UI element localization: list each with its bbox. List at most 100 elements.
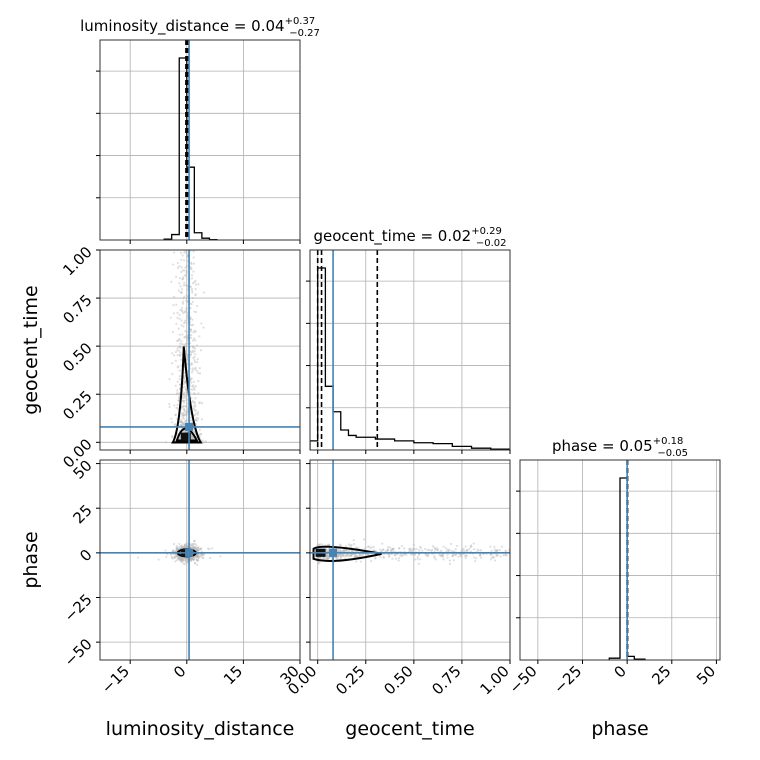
sample-point bbox=[182, 546, 186, 549]
sample-point bbox=[426, 555, 429, 558]
sample-point bbox=[426, 554, 429, 557]
sample-point bbox=[367, 553, 370, 556]
sample-point bbox=[178, 392, 181, 395]
sample-point bbox=[185, 274, 188, 278]
sample-point bbox=[178, 265, 181, 268]
sample-point bbox=[196, 344, 199, 347]
sample-point bbox=[175, 547, 178, 550]
sample-point bbox=[195, 304, 199, 308]
sample-point bbox=[178, 313, 181, 317]
sample-point bbox=[195, 416, 198, 420]
sample-point bbox=[180, 423, 183, 426]
sample-point bbox=[439, 554, 442, 557]
contour-outer bbox=[312, 545, 382, 562]
sample-point bbox=[185, 546, 188, 549]
sample-point bbox=[317, 562, 320, 566]
sample-point bbox=[184, 405, 187, 408]
sample-point bbox=[201, 439, 204, 442]
sample-point bbox=[462, 547, 465, 550]
sample-point bbox=[317, 556, 320, 559]
sample-point bbox=[179, 558, 183, 561]
sample-point bbox=[413, 558, 417, 561]
sample-point bbox=[496, 549, 499, 552]
sample-point bbox=[204, 441, 207, 444]
sample-point bbox=[183, 423, 186, 426]
sample-point bbox=[183, 391, 186, 394]
sample-point bbox=[464, 554, 467, 558]
sample-point bbox=[179, 420, 182, 424]
sample-point bbox=[176, 347, 179, 350]
panel-frame bbox=[309, 249, 511, 451]
sample-point bbox=[185, 419, 188, 422]
sample-point bbox=[178, 338, 181, 341]
density-core bbox=[180, 432, 191, 441]
sample-point bbox=[419, 545, 422, 549]
sample-point bbox=[173, 555, 176, 558]
x-tick-label-phase: −50 bbox=[506, 662, 541, 697]
sample-point bbox=[196, 548, 199, 551]
sample-point bbox=[196, 358, 199, 361]
sample-point bbox=[196, 549, 199, 552]
sample-point bbox=[452, 549, 455, 553]
sample-point bbox=[326, 557, 329, 561]
sample-point bbox=[436, 549, 439, 552]
sample-point bbox=[192, 545, 195, 549]
sample-point bbox=[389, 549, 392, 552]
sample-point bbox=[191, 318, 194, 321]
sample-point bbox=[185, 299, 188, 302]
sample-point bbox=[336, 557, 339, 561]
sample-point bbox=[477, 549, 480, 552]
sample-point bbox=[180, 544, 183, 547]
sample-point bbox=[168, 402, 171, 406]
sample-point bbox=[448, 548, 451, 551]
sample-point bbox=[189, 558, 192, 562]
sample-point bbox=[182, 297, 185, 300]
sample-point bbox=[185, 558, 189, 562]
sample-point bbox=[436, 548, 439, 551]
sample-point bbox=[336, 555, 339, 558]
sample-point bbox=[199, 401, 202, 404]
sample-point bbox=[192, 558, 195, 561]
sample-point bbox=[182, 405, 185, 408]
sample-point bbox=[183, 399, 186, 402]
sample-point bbox=[411, 553, 414, 556]
sample-point bbox=[191, 558, 195, 561]
sample-point bbox=[199, 548, 202, 551]
sample-point bbox=[179, 418, 182, 421]
sample-point bbox=[358, 555, 361, 558]
sample-point bbox=[181, 558, 185, 561]
sample-point bbox=[179, 424, 182, 427]
sample-point bbox=[194, 556, 197, 559]
sample-point bbox=[183, 274, 187, 277]
sample-point bbox=[185, 399, 188, 402]
y-tick-label-phase: −50 bbox=[61, 635, 96, 670]
sample-point bbox=[179, 308, 182, 312]
sample-point bbox=[190, 557, 193, 561]
sample-point bbox=[174, 555, 177, 558]
sample-point bbox=[194, 419, 198, 422]
sample-point bbox=[189, 416, 193, 419]
sample-point bbox=[185, 252, 188, 255]
sample-point bbox=[180, 405, 184, 409]
sample-point bbox=[174, 413, 177, 417]
x-tick-label-geocent_time: 1.00 bbox=[476, 662, 512, 698]
sample-point bbox=[192, 250, 195, 253]
sample-point bbox=[496, 553, 499, 557]
x-tick-label-geocent_time: 0.25 bbox=[332, 662, 368, 698]
sample-point bbox=[191, 339, 195, 342]
sample-point bbox=[181, 399, 185, 402]
sample-point bbox=[179, 383, 182, 386]
sample-point bbox=[178, 558, 181, 561]
panel-frame bbox=[99, 249, 301, 451]
sample-point bbox=[194, 418, 198, 422]
sample-point bbox=[494, 550, 497, 553]
sample-point bbox=[198, 548, 201, 551]
sample-point bbox=[185, 561, 188, 564]
sample-point bbox=[191, 545, 194, 548]
y-tick-label-geocent_time: 1.00 bbox=[59, 243, 95, 279]
sample-point bbox=[316, 556, 319, 559]
sample-point bbox=[194, 353, 197, 356]
sample-point bbox=[179, 342, 182, 345]
sample-point bbox=[195, 556, 198, 559]
sample-point bbox=[193, 430, 196, 433]
